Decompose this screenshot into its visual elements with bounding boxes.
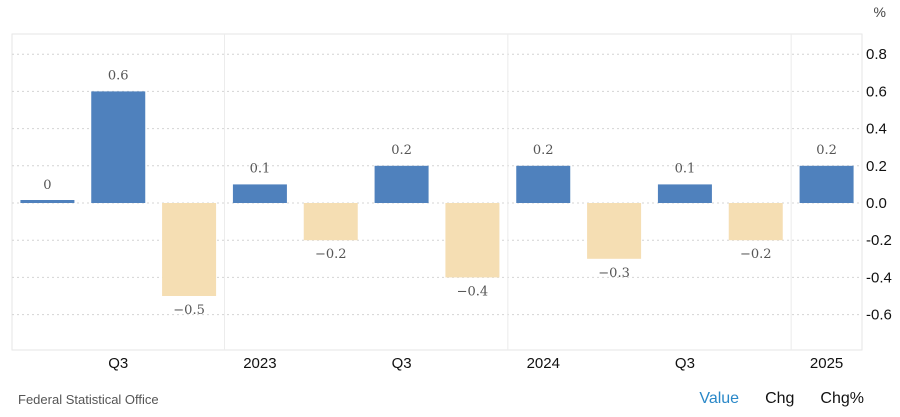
bar[interactable] <box>657 184 712 203</box>
grid-lines <box>12 34 862 350</box>
bar[interactable] <box>374 165 429 203</box>
bar-value-label: 0.2 <box>391 143 412 158</box>
y-tick-label: 0.8 <box>866 46 887 63</box>
bar-value-label: −0.3 <box>598 266 630 281</box>
bar[interactable] <box>232 184 287 203</box>
bar-chart: % 0 0.6 −0.5 0.1 −0.2 0.2 −0.4 0.2 −0.3 0.1 −0.2 0.… <box>11 4 892 372</box>
y-tick-label: -0.2 <box>866 232 892 249</box>
plot-area <box>11 33 863 351</box>
y-tick-label: 0.4 <box>866 121 887 138</box>
x-tick-label: Q3 <box>675 355 695 372</box>
bar[interactable] <box>728 203 783 241</box>
bar-value-label: −0.2 <box>740 247 772 262</box>
bar-value-label: −0.2 <box>315 247 347 262</box>
x-tick-label: 2024 <box>527 355 560 372</box>
bar[interactable] <box>445 203 500 278</box>
bar-value-label: 0 <box>43 178 51 193</box>
bar-value-label: 0.6 <box>108 68 129 83</box>
x-tick-label: Q3 <box>108 355 128 372</box>
bar-value-label: 0.1 <box>675 161 696 176</box>
bar-value-label: 0.1 <box>250 161 271 176</box>
view-tabs: Value Chg Chg% <box>673 390 864 408</box>
y-unit-label: % <box>874 4 886 20</box>
bar-value-label: −0.4 <box>457 284 489 299</box>
bar-series <box>20 91 854 296</box>
bar-value-label: 0.2 <box>533 143 554 158</box>
bar-value-label: −0.5 <box>173 303 205 318</box>
y-axis: 0.8 0.6 0.4 0.2 0.0 -0.2 -0.4 -0.6 <box>866 46 892 323</box>
data-labels: 0 0.6 −0.5 0.1 −0.2 0.2 −0.4 0.2 −0.3 0.1 −0.2 0.2 <box>43 68 837 318</box>
y-tick-label: 0.2 <box>866 158 887 175</box>
tab-chg-percent[interactable]: Chg% <box>820 390 864 407</box>
y-tick-label: 0.6 <box>866 83 887 100</box>
x-tick-label: 2023 <box>243 355 276 372</box>
tab-value[interactable]: Value <box>699 390 740 407</box>
y-tick-label: -0.6 <box>866 307 892 324</box>
y-tick-label: -0.4 <box>866 269 892 286</box>
bar[interactable] <box>799 165 854 203</box>
tab-chg[interactable]: Chg <box>765 390 795 407</box>
bar[interactable] <box>587 203 642 259</box>
bar-value-label: 0.2 <box>816 143 837 158</box>
source-label: Federal Statistical Office <box>18 392 159 407</box>
x-tick-label: Q3 <box>392 355 412 372</box>
bar[interactable] <box>91 91 146 203</box>
bar[interactable] <box>20 200 75 203</box>
y-tick-label: 0.0 <box>866 195 887 212</box>
bar[interactable] <box>516 165 571 203</box>
x-tick-label: 2025 <box>810 355 843 372</box>
x-axis: Q3 2023 Q3 2024 Q3 2025 <box>108 355 843 372</box>
bar[interactable] <box>303 203 358 241</box>
bar[interactable] <box>162 203 217 296</box>
